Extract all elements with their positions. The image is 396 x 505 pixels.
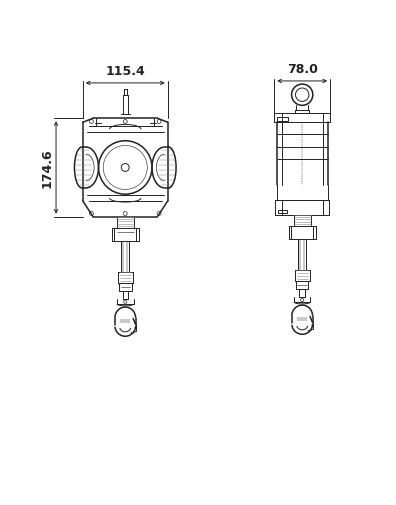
Bar — [119, 284, 131, 292]
Bar — [296, 282, 308, 290]
Bar — [114, 229, 136, 241]
Bar — [295, 271, 310, 282]
Text: 174.6: 174.6 — [41, 148, 54, 188]
Text: 115.4: 115.4 — [105, 65, 145, 77]
Text: 78.0: 78.0 — [287, 63, 318, 76]
Bar — [291, 227, 313, 239]
Bar — [278, 118, 287, 121]
Bar — [278, 210, 287, 214]
